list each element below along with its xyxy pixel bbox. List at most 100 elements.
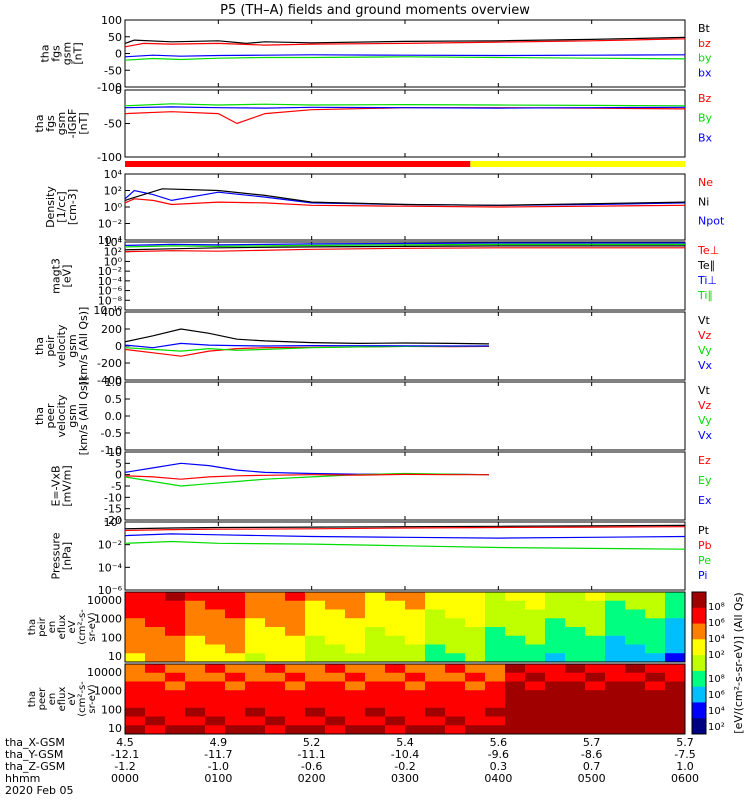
spectrogram-cell (285, 644, 306, 654)
spectrogram-cell (645, 609, 666, 619)
spectrogram-cell (465, 716, 486, 726)
spectrogram-cell (325, 592, 346, 602)
spectrogram-cell (425, 699, 446, 709)
spectrogram-cell (465, 690, 486, 700)
spectrogram-cell (285, 707, 306, 717)
spectrogram-cell (405, 635, 426, 645)
spectrogram-cell (485, 716, 506, 726)
y-axis-label: gsm (61, 42, 74, 65)
spectrogram-cell (125, 690, 146, 700)
spectrogram-cell (225, 644, 246, 654)
series-line (124, 473, 489, 480)
spectrogram-cell (605, 699, 626, 709)
legend-label: Te∥ (697, 259, 715, 272)
spectrogram-cell (345, 635, 366, 645)
spectrogram-cell (165, 635, 186, 645)
spectrogram-cell (545, 716, 566, 726)
y-tick-label: -20 (104, 514, 122, 527)
spectrogram-cell (565, 592, 586, 602)
spectrogram-cell (665, 653, 686, 663)
spectrogram-cell (585, 725, 606, 735)
spectrogram-cell (405, 725, 426, 735)
spectrogram-frame (124, 663, 686, 735)
spectrogram-cell (385, 681, 406, 691)
spectrogram-cell (265, 644, 286, 654)
spectrogram-cell (305, 609, 326, 619)
spectrogram-cell (205, 653, 226, 663)
spectrogram-cell (165, 592, 186, 602)
spectrogram-cell (265, 690, 286, 700)
legend-label: Vt (698, 314, 711, 327)
spectrogram-cell (125, 627, 146, 637)
spectrogram-cell (445, 672, 466, 682)
spectrogram-cell (405, 592, 426, 602)
spectrogram-cell (465, 635, 486, 645)
colorbar-label: [eV/(cm²-s-sr-eV)] (All Qs) (732, 592, 745, 733)
y-tick-label: -15 (104, 503, 122, 516)
spectrogram-cell (405, 699, 426, 709)
spectrogram-cell (245, 609, 266, 619)
y-tick-label: 0 (115, 469, 122, 482)
y-tick-label: 10⁻⁴ (98, 234, 123, 247)
spectrogram-cell (445, 635, 466, 645)
spectrogram-cell (365, 707, 386, 717)
spectrogram-cell (505, 681, 526, 691)
legend-label: Pi (698, 569, 707, 582)
spectrogram-cell (485, 725, 506, 735)
spectrogram-cell (605, 707, 626, 717)
spectrogram-tick-label: 1000 (94, 685, 122, 698)
spectrogram-cell (305, 707, 326, 717)
series-line (124, 245, 685, 251)
x-axis-row-label: hhmm (5, 772, 40, 785)
spectrogram-cell (225, 635, 246, 645)
x-axis-value: 0300 (391, 772, 419, 785)
spectrogram-y-label: peir (37, 616, 48, 636)
spectrogram-cell (245, 592, 266, 602)
spectrogram-cell (605, 664, 626, 674)
x-axis-row-label: 2020 Feb 05 (5, 784, 73, 797)
spectrogram-cell (465, 644, 486, 654)
spectrogram-tick-label: 10 (108, 722, 122, 735)
spectrogram-cell (405, 627, 426, 637)
spectrogram-cell (285, 609, 306, 619)
y-axis-label: peir (44, 335, 57, 357)
y-tick-label: 0 (115, 48, 122, 61)
spectrogram-cell (345, 716, 366, 726)
spectrogram-cell (525, 627, 546, 637)
spectrogram-cell (625, 690, 646, 700)
spectrogram-cell (145, 699, 166, 709)
spectrogram-cell (245, 600, 266, 610)
spectrogram-cell (665, 716, 686, 726)
spectrogram-cell (265, 653, 286, 663)
colorbar-tick-label: 10⁶ (708, 618, 725, 629)
spectrogram-cell (225, 707, 246, 717)
spectrogram-cell (545, 653, 566, 663)
spectrogram-cell (145, 681, 166, 691)
spectrogram-cell (545, 690, 566, 700)
spectrogram-cell (125, 644, 146, 654)
spectrogram-cell (585, 716, 606, 726)
y-tick-label: -10 (104, 491, 122, 504)
spectrogram-cell (525, 699, 546, 709)
x-axis-value: 0400 (484, 772, 512, 785)
x-axis-value: -0.2 (394, 760, 415, 773)
spectrogram-cell (245, 653, 266, 663)
spectrogram-cell (225, 672, 246, 682)
spectrogram-cell (265, 600, 286, 610)
y-axis-label: Density (44, 186, 57, 228)
spectrogram-cell (485, 600, 506, 610)
spectrogram-cell (565, 618, 586, 628)
spectrogram-cell (265, 716, 286, 726)
panel-frame (124, 173, 686, 241)
y-tick-label: -1.0 (101, 444, 122, 457)
x-axis-value: 5.7 (583, 736, 601, 749)
spectrogram-cell (145, 716, 166, 726)
spectrogram-cell (585, 699, 606, 709)
legend-label: Vx (698, 429, 713, 442)
spectrogram-cell (125, 672, 146, 682)
spectrogram-cell (645, 672, 666, 682)
x-axis-value: 4.5 (116, 736, 134, 749)
y-tick-label: 10⁻⁸ (98, 294, 123, 307)
spectrogram-tick-label: 100 (101, 703, 122, 716)
spectrogram-cell (545, 600, 566, 610)
